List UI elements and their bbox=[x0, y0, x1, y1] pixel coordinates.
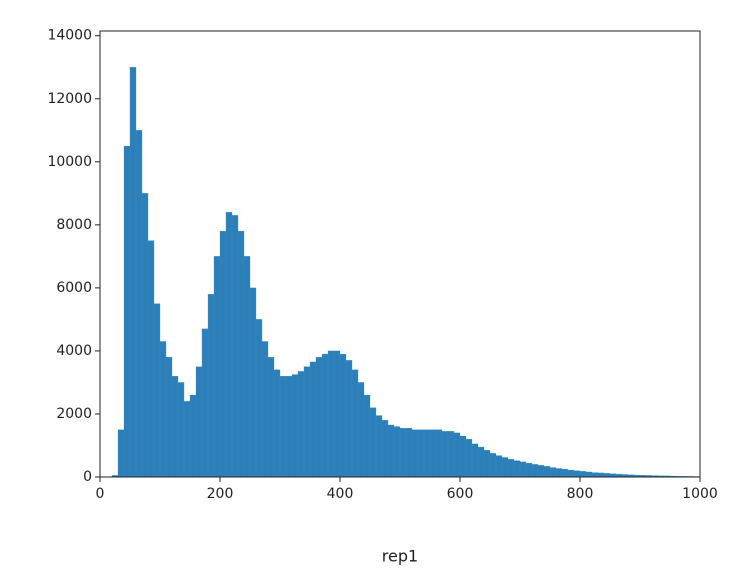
bar bbox=[333, 350, 341, 478]
bar bbox=[201, 328, 209, 478]
bar bbox=[471, 443, 479, 478]
bar bbox=[561, 468, 569, 478]
bar bbox=[237, 230, 245, 478]
bar bbox=[279, 375, 287, 478]
bar bbox=[207, 294, 215, 478]
bar bbox=[375, 415, 383, 478]
x-tick-label: 600 bbox=[447, 486, 474, 502]
bar bbox=[177, 382, 185, 478]
bar bbox=[489, 453, 497, 478]
bar bbox=[555, 468, 563, 478]
y-tick-label: 12000 bbox=[47, 91, 92, 107]
bar bbox=[243, 256, 251, 478]
bar bbox=[351, 369, 359, 478]
bar bbox=[363, 394, 371, 478]
bar bbox=[573, 470, 581, 478]
bar bbox=[261, 341, 269, 478]
x-tick-label: 1000 bbox=[682, 486, 718, 502]
bar bbox=[369, 407, 377, 478]
bar bbox=[147, 240, 155, 478]
bar bbox=[477, 446, 485, 478]
bar bbox=[543, 466, 551, 478]
bar bbox=[249, 287, 257, 478]
bar bbox=[435, 429, 443, 478]
bar bbox=[387, 424, 395, 478]
bar bbox=[567, 469, 575, 478]
bar bbox=[603, 473, 611, 478]
bar bbox=[417, 429, 425, 478]
bar bbox=[597, 472, 605, 478]
bar bbox=[399, 427, 407, 478]
x-tick-label: 0 bbox=[96, 486, 105, 502]
bar bbox=[273, 369, 281, 478]
bar bbox=[339, 353, 347, 478]
bar bbox=[393, 426, 401, 478]
bar bbox=[549, 467, 557, 478]
bar bbox=[465, 439, 473, 478]
bar bbox=[345, 360, 353, 478]
bar bbox=[141, 193, 149, 478]
bar bbox=[513, 460, 521, 478]
bar bbox=[135, 130, 143, 478]
bar bbox=[291, 374, 299, 478]
bar bbox=[447, 431, 455, 478]
bar bbox=[309, 361, 317, 478]
bar bbox=[579, 471, 587, 478]
bar bbox=[189, 394, 197, 478]
bar bbox=[507, 459, 515, 478]
bar bbox=[501, 457, 509, 478]
bar bbox=[453, 432, 461, 478]
bar bbox=[231, 215, 239, 478]
bar bbox=[165, 357, 173, 478]
bar bbox=[405, 427, 413, 478]
x-tick-label: 200 bbox=[207, 486, 234, 502]
bar bbox=[381, 420, 389, 478]
y-tick-label: 2000 bbox=[56, 406, 92, 422]
bar bbox=[459, 435, 467, 478]
bar bbox=[225, 212, 233, 478]
bar bbox=[219, 230, 227, 478]
bar bbox=[495, 455, 503, 478]
bar bbox=[585, 471, 593, 478]
bar bbox=[171, 375, 179, 478]
bar bbox=[321, 353, 329, 478]
x-tick-label: 800 bbox=[567, 486, 594, 502]
plot-frame bbox=[99, 30, 701, 478]
bar bbox=[315, 357, 323, 478]
bar bbox=[357, 382, 365, 478]
bar bbox=[519, 461, 527, 478]
y-tick-label: 0 bbox=[83, 469, 92, 485]
bar bbox=[411, 429, 419, 478]
bar bbox=[327, 350, 335, 478]
bar bbox=[297, 371, 305, 478]
bar bbox=[285, 375, 293, 478]
bar bbox=[537, 465, 545, 478]
bar bbox=[531, 464, 539, 478]
bar bbox=[183, 401, 191, 478]
bar bbox=[159, 341, 167, 478]
bar bbox=[153, 303, 161, 478]
y-tick-label: 10000 bbox=[47, 154, 92, 170]
bar bbox=[123, 145, 131, 478]
bar bbox=[129, 67, 137, 478]
bar bbox=[267, 357, 275, 478]
y-tick-label: 6000 bbox=[56, 280, 92, 296]
bar bbox=[441, 431, 449, 478]
bar bbox=[213, 256, 221, 478]
bar bbox=[429, 429, 437, 478]
bar bbox=[423, 429, 431, 478]
bar bbox=[195, 366, 203, 478]
bar bbox=[117, 429, 125, 478]
y-tick-label: 8000 bbox=[56, 217, 92, 233]
x-axis-label: rep1 bbox=[382, 547, 418, 566]
bar bbox=[525, 462, 533, 478]
bar bbox=[255, 319, 263, 478]
y-tick-label: 4000 bbox=[56, 343, 92, 359]
bar bbox=[591, 472, 599, 478]
y-tick-label: 14000 bbox=[47, 28, 92, 44]
x-tick-label: 400 bbox=[327, 486, 354, 502]
bar bbox=[303, 366, 311, 478]
bar bbox=[483, 450, 491, 478]
